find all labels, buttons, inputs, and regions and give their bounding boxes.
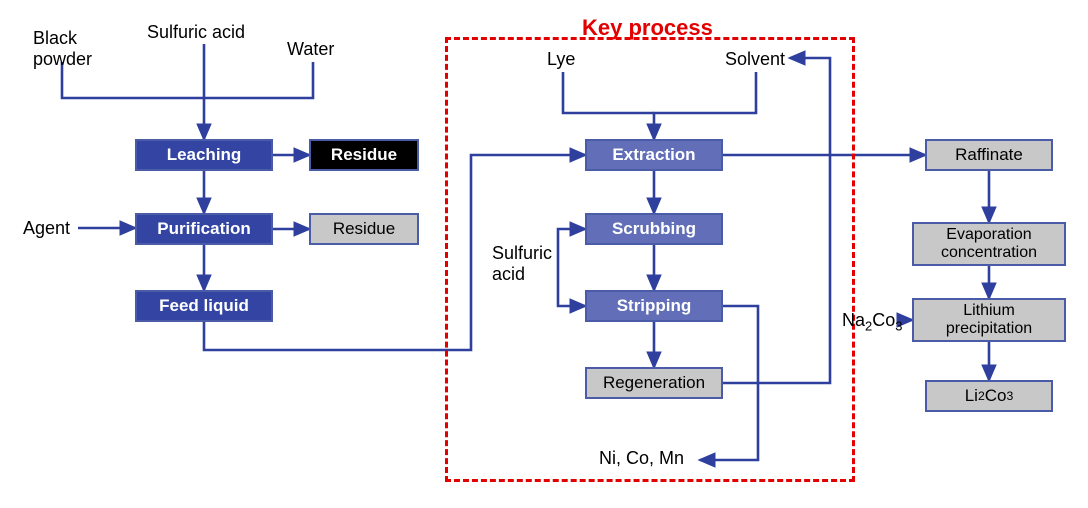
node-stripping: Stripping bbox=[585, 290, 723, 322]
label-water: Water bbox=[287, 39, 334, 60]
node-residue2: Residue bbox=[309, 213, 419, 245]
node-feedliquid: Feed liquid bbox=[135, 290, 273, 322]
label-blackpowder: Black powder bbox=[33, 28, 113, 70]
node-evap: Evaporation concentration bbox=[912, 222, 1066, 266]
label-lye: Lye bbox=[547, 49, 575, 70]
node-scrubbing: Scrubbing bbox=[585, 213, 723, 245]
label-sulfuric2: Sulfuric acid bbox=[492, 243, 572, 285]
label-sulfuric1: Sulfuric acid bbox=[147, 22, 245, 43]
node-extraction: Extraction bbox=[585, 139, 723, 171]
node-liprec: Lithium precipitation bbox=[912, 298, 1066, 342]
label-agent: Agent bbox=[23, 218, 70, 239]
node-purification: Purification bbox=[135, 213, 273, 245]
node-li2co3: Li2Co3 bbox=[925, 380, 1053, 412]
node-raffinate: Raffinate bbox=[925, 139, 1053, 171]
node-leaching: Leaching bbox=[135, 139, 273, 171]
label-keyprocess: Key process bbox=[582, 15, 713, 41]
label-nicomn: Ni, Co, Mn bbox=[599, 448, 684, 469]
label-na2co3: Na2Co3 bbox=[842, 310, 902, 334]
edge bbox=[204, 62, 313, 98]
node-regeneration: Regeneration bbox=[585, 367, 723, 399]
node-residue1: Residue bbox=[309, 139, 419, 171]
label-solvent: Solvent bbox=[725, 49, 785, 70]
